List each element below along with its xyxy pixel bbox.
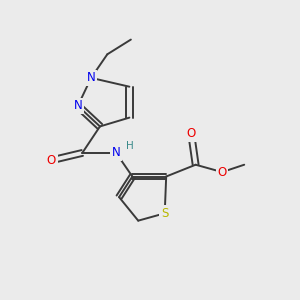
Text: H: H — [125, 141, 133, 151]
Text: O: O — [47, 154, 56, 167]
Text: O: O — [187, 127, 196, 140]
Text: N: N — [74, 99, 82, 112]
Text: N: N — [112, 146, 121, 159]
Text: O: O — [218, 166, 227, 178]
Text: N: N — [87, 71, 95, 84]
Text: S: S — [161, 207, 168, 220]
